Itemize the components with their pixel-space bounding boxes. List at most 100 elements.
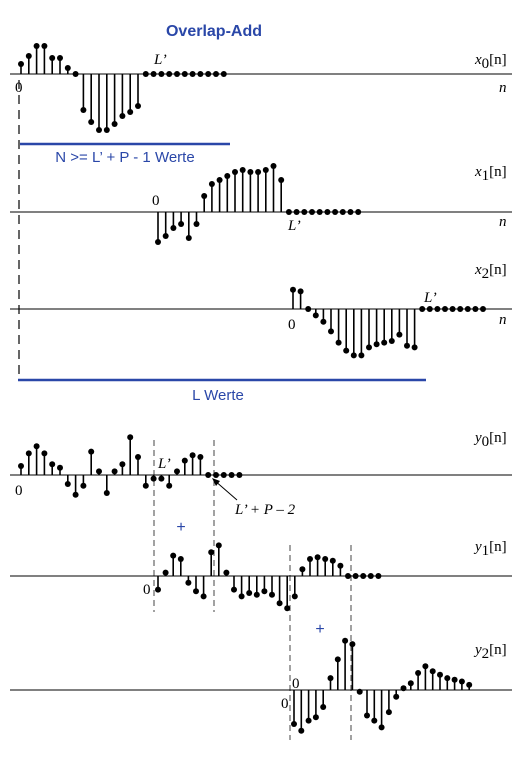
y1-sample-5 (193, 588, 199, 595)
x1-sample-21 (316, 209, 323, 215)
x2-sample-17 (419, 306, 426, 312)
y2-sample-0 (291, 721, 297, 727)
y0-sample-11 (103, 490, 110, 496)
y2-sample-12 (378, 724, 385, 731)
x1-sample-16 (278, 177, 285, 183)
y1-sample-0 (155, 586, 161, 593)
y0-sample-26 (220, 472, 227, 478)
x1-sample-9 (224, 173, 231, 179)
y2-sample-8 (349, 641, 356, 648)
x1-sample-1 (162, 233, 169, 239)
x1-n-label: n (499, 214, 507, 230)
y0-sample-5 (57, 464, 63, 471)
x2-zero-label: 0 (288, 317, 296, 333)
x1-sample-5 (193, 221, 200, 227)
y0-sample-9 (88, 448, 95, 455)
x0-sample-14 (127, 109, 134, 115)
x1-label: x1[n] (474, 164, 507, 184)
y0-stems (18, 434, 243, 498)
x2-n-label: n (499, 312, 507, 328)
x1-sample-0 (155, 239, 161, 245)
x2-sample-5 (328, 328, 334, 335)
y2-sample-24 (466, 681, 473, 688)
y0-sample-18 (158, 475, 165, 482)
l-values-label: L Werte (192, 387, 244, 404)
y2-sample-11 (371, 717, 378, 724)
x2-sample-7 (343, 347, 350, 354)
x2-sample-12 (381, 339, 388, 346)
y1-sample-1 (162, 569, 169, 576)
x0-sample-26 (220, 71, 227, 77)
x0-sample-21 (181, 71, 188, 77)
y0-sample-10 (96, 468, 102, 475)
y2-sample-13 (385, 709, 392, 716)
y0-sample-28 (236, 472, 243, 478)
y0-sample-6 (64, 481, 71, 487)
x2-sample-11 (373, 341, 380, 348)
y1-sample-8 (215, 542, 222, 549)
y1-sample-7 (208, 549, 215, 556)
y1-sample-6 (200, 593, 207, 600)
y0-sample-14 (127, 434, 134, 441)
x2-sample-6 (335, 339, 342, 346)
y0-sample-24 (205, 472, 212, 478)
x1-sample-7 (208, 181, 215, 187)
y2-sample-19 (429, 668, 436, 675)
y1-sample-16 (276, 600, 283, 607)
y0-sample-25 (213, 472, 219, 478)
y1-sample-19 (299, 566, 306, 573)
x1-sample-4 (185, 235, 192, 241)
y0-sample-8 (80, 482, 87, 489)
y0-sample-13 (119, 461, 126, 468)
y0-sample-27 (228, 472, 235, 478)
x0-sample-22 (189, 71, 196, 77)
x0-sample-2 (33, 43, 40, 49)
y1-sample-29 (375, 573, 382, 579)
y1-sample-15 (269, 591, 275, 598)
y1-label: y1[n] (473, 539, 507, 559)
y1-sample-21 (314, 554, 321, 561)
y1-sample-13 (253, 591, 260, 598)
x1-sample-19 (301, 209, 308, 215)
x1-sample-14 (262, 167, 269, 173)
y0-sample-21 (181, 457, 188, 464)
x2-stems (290, 286, 486, 359)
x2-sample-25 (480, 306, 486, 312)
y1-sample-2 (170, 552, 177, 559)
y0-sample-0 (18, 463, 24, 469)
y2-sample-21 (444, 675, 451, 682)
y1-sample-14 (261, 588, 268, 595)
x1-sample-18 (293, 209, 300, 215)
x0-sample-10 (96, 127, 102, 133)
y1-sample-28 (367, 573, 374, 579)
y1-sample-9 (223, 569, 230, 576)
y0-sample-23 (197, 454, 204, 460)
x0-sample-1 (25, 53, 32, 59)
x0-n-label: n (499, 80, 507, 96)
y1-sample-10 (231, 586, 237, 593)
y2-label: y2[n] (473, 642, 507, 662)
x0-sample-24 (205, 71, 212, 77)
x2-sample-2 (305, 306, 312, 312)
x0-stems (18, 43, 227, 133)
x2-sample-8 (350, 352, 357, 359)
y1-sample-17 (284, 605, 291, 612)
y0-sample-20 (174, 468, 180, 475)
y0-sample-1 (25, 450, 32, 457)
y0-lprime-label: L’ (157, 456, 171, 472)
y0-sample-12 (111, 468, 118, 475)
y1-sample-22 (322, 556, 329, 562)
x0-label: x0[n] (474, 52, 507, 72)
y2-sample-16 (407, 680, 414, 687)
diagram-title: Overlap-Add (166, 23, 262, 40)
plus-sign-1: + (176, 519, 185, 536)
x1-stems (155, 163, 362, 245)
y2-zero-label-left: 0 (281, 696, 289, 712)
x2-sample-0 (290, 286, 296, 293)
x0-lprime-label: L’ (153, 52, 167, 68)
x2-sample-24 (472, 306, 479, 312)
y2-zero-label: 0 (292, 676, 300, 692)
lp2-label: L’ + P – 2 (234, 502, 296, 518)
x0-sample-4 (49, 55, 56, 61)
y2-sample-7 (342, 637, 349, 644)
